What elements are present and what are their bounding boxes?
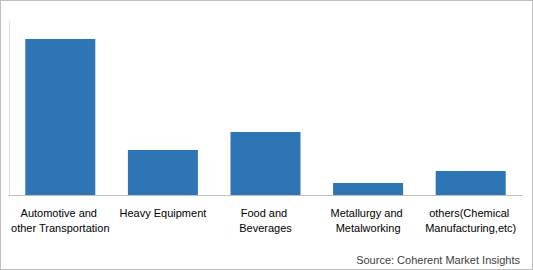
svg-text:Food and: Food and	[241, 207, 291, 219]
svg-text:Source: Coherent Market Insigh: Source: Coherent Market Insights	[356, 254, 520, 266]
svg-text:other Transportation: other Transportation	[11, 222, 109, 234]
svg-text:Metallurgy and: Metallurgy and	[330, 207, 405, 219]
svg-text:Manufacturing,etc): Manufacturing,etc)	[425, 222, 516, 234]
svg-text:Beverages: Beverages	[239, 222, 292, 234]
svg-text:Heavy Equipment: Heavy Equipment	[119, 207, 206, 219]
svg-text:Automotive and: Automotive and	[21, 207, 101, 219]
svg-text:Metalworking: Metalworking	[336, 222, 401, 234]
svg-text:others(Chemical: others(Chemical	[429, 207, 512, 219]
